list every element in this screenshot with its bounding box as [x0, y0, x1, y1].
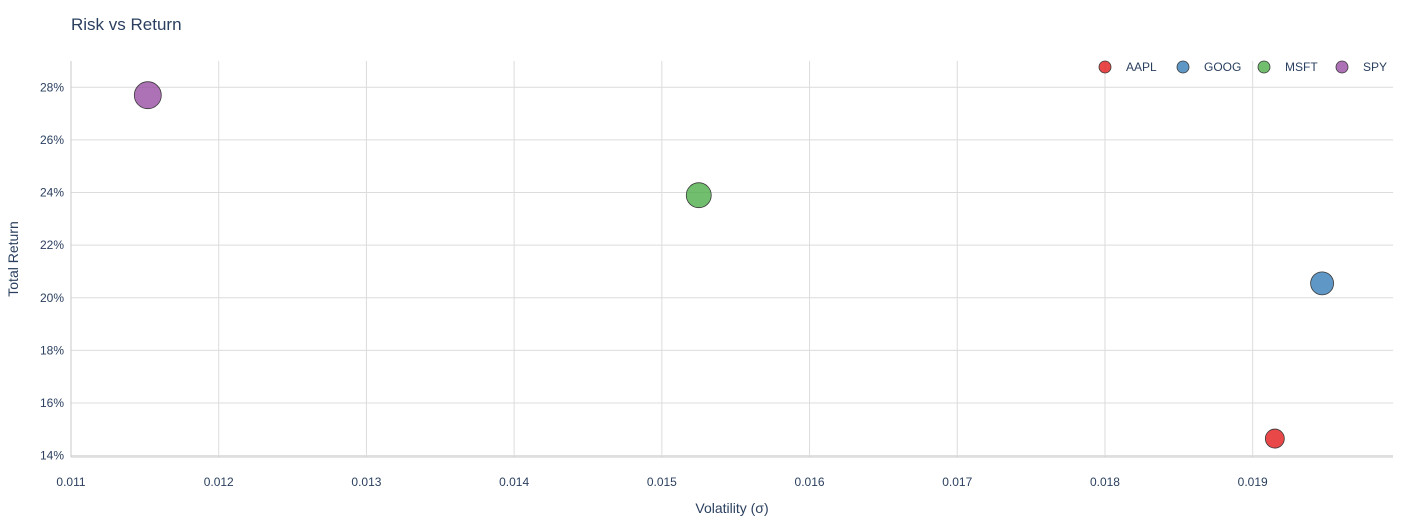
y-axis-title: Total Return: [5, 221, 21, 296]
data-point-aapl[interactable]: [1264, 428, 1285, 449]
legend-label: AAPL: [1126, 60, 1157, 74]
y-tick-label: 18%: [40, 343, 64, 357]
x-tick-label: 0.019: [1238, 475, 1268, 489]
legend-marker: [1335, 60, 1349, 74]
y-tick-label: 24%: [40, 186, 64, 200]
points-layer: [133, 81, 1334, 449]
x-tick-label: 0.016: [795, 475, 825, 489]
data-point-goog[interactable]: [1310, 271, 1334, 296]
data-point-msft[interactable]: [685, 182, 712, 209]
legend-label: SPY: [1363, 60, 1387, 74]
legend-label: MSFT: [1285, 60, 1318, 74]
legend-label: GOOG: [1204, 60, 1241, 74]
x-tick-label: 0.015: [647, 475, 677, 489]
legend[interactable]: AAPL GOOG MSFT SPY: [1098, 60, 1387, 74]
x-tick-label: 0.013: [351, 475, 381, 489]
legend-item-spy[interactable]: SPY: [1335, 60, 1387, 74]
legend-item-msft[interactable]: MSFT: [1257, 60, 1318, 74]
y-tick-label: 28%: [40, 80, 64, 94]
chart-title: Risk vs Return: [71, 15, 182, 34]
data-point-spy[interactable]: [133, 81, 162, 110]
y-tick-label: 26%: [40, 133, 64, 147]
legend-item-aapl[interactable]: AAPL: [1098, 60, 1157, 74]
x-tick-label: 0.012: [204, 475, 234, 489]
y-tick-label: 22%: [40, 238, 64, 252]
axis-layer: 0.011 0.012 0.013 0.014 0.015 0.016 0.017 0.018…: [40, 61, 1393, 489]
legend-marker: [1098, 60, 1112, 74]
grid-layer: [70, 61, 1393, 457]
legend-marker: [1257, 60, 1271, 74]
y-tick-label: 16%: [40, 396, 64, 410]
legend-item-goog[interactable]: GOOG: [1176, 60, 1241, 74]
x-tick-label: 0.011: [56, 475, 85, 489]
x-axis-title: Volatility (σ): [695, 500, 768, 516]
legend-marker: [1176, 60, 1190, 74]
y-tick-label: 14%: [40, 449, 64, 463]
x-tick-label: 0.017: [942, 475, 972, 489]
x-tick-label: 0.014: [499, 475, 529, 489]
y-tick-label: 20%: [40, 291, 64, 305]
x-tick-label: 0.018: [1090, 475, 1120, 489]
